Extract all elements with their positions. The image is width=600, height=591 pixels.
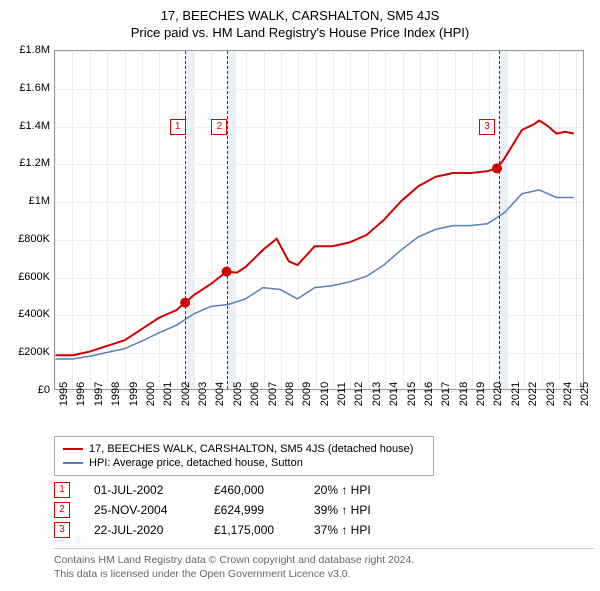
x-tick-label: 2007 (267, 382, 279, 406)
x-tick-label: 1998 (110, 382, 122, 406)
x-tick-label: 2010 (319, 382, 331, 406)
x-tick-label: 2023 (545, 382, 557, 406)
x-tick-label: 2002 (180, 382, 192, 406)
y-tick-label: £600K (6, 271, 50, 283)
x-tick-label: 2013 (371, 382, 383, 406)
footer-line: This data is licensed under the Open Gov… (54, 567, 594, 581)
x-tick-label: 1995 (58, 382, 70, 406)
x-tick-label: 1999 (128, 382, 140, 406)
x-tick-label: 2018 (458, 382, 470, 406)
x-tick-label: 2006 (249, 382, 261, 406)
chart-title: 17, BEECHES WALK, CARSHALTON, SM5 4JS (6, 8, 594, 23)
legend-swatch (63, 462, 83, 464)
legend: 17, BEECHES WALK, CARSHALTON, SM5 4JS (d… (54, 436, 434, 476)
event-date: 01-JUL-2002 (94, 483, 214, 497)
x-tick-label: 2008 (284, 382, 296, 406)
legend-label: HPI: Average price, detached house, Sutt… (89, 457, 303, 469)
legend-swatch (63, 448, 83, 450)
event-price: £624,999 (214, 503, 314, 517)
event-badge: 2 (211, 119, 227, 135)
x-tick-label: 2005 (232, 382, 244, 406)
event-date: 22-JUL-2020 (94, 523, 214, 537)
x-tick-label: 2017 (440, 382, 452, 406)
y-tick-label: £400K (6, 308, 50, 320)
x-tick-label: 2020 (492, 382, 504, 406)
y-tick-label: £1M (6, 195, 50, 207)
x-tick-label: 2019 (475, 382, 487, 406)
legend-item: 17, BEECHES WALK, CARSHALTON, SM5 4JS (d… (63, 443, 425, 455)
event-row: 3 22-JUL-2020£1,175,00037% ↑ HPI (54, 522, 594, 538)
x-tick-label: 2012 (353, 382, 365, 406)
x-tick-label: 2021 (510, 382, 522, 406)
x-tick-label: 2009 (301, 382, 313, 406)
x-tick-label: 2015 (406, 382, 418, 406)
x-tick-label: 2003 (197, 382, 209, 406)
x-tick-label: 2022 (527, 382, 539, 406)
legend-item: HPI: Average price, detached house, Sutt… (63, 457, 425, 469)
plot-area: 1 2 3 (54, 50, 584, 390)
event-badge: 1 (170, 119, 186, 135)
x-tick-label: 1996 (75, 382, 87, 406)
footer-line: Contains HM Land Registry data © Crown c… (54, 553, 594, 567)
event-price: £1,175,000 (214, 523, 314, 537)
x-tick-label: 2001 (162, 382, 174, 406)
legend-label: 17, BEECHES WALK, CARSHALTON, SM5 4JS (d… (89, 443, 413, 455)
y-tick-label: £0 (6, 384, 50, 396)
footer: Contains HM Land Registry data © Crown c… (54, 548, 594, 581)
event-badge: 1 (54, 482, 70, 498)
event-date: 25-NOV-2004 (94, 503, 214, 517)
event-row: 1 01-JUL-2002£460,00020% ↑ HPI (54, 482, 594, 498)
x-tick-label: 2000 (145, 382, 157, 406)
event-delta: 37% ↑ HPI (314, 523, 414, 537)
y-tick-label: £1.6M (6, 82, 50, 94)
event-delta: 39% ↑ HPI (314, 503, 414, 517)
event-price: £460,000 (214, 483, 314, 497)
chart-area: £0 £200K £400K £600K £800K £1M £1.2M £1.4M £1.6M… (6, 50, 594, 430)
events-table: 1 01-JUL-2002£460,00020% ↑ HPI 2 25-NOV-200… (6, 482, 594, 538)
x-tick-label: 2025 (579, 382, 591, 406)
x-tick-label: 2014 (388, 382, 400, 406)
y-tick-label: £1.4M (6, 120, 50, 132)
y-tick-label: £1.8M (6, 44, 50, 56)
event-badge: 2 (54, 502, 70, 518)
x-tick-label: 2011 (336, 382, 348, 406)
y-tick-label: £200K (6, 346, 50, 358)
y-tick-label: £800K (6, 233, 50, 245)
chart-svg (55, 51, 583, 389)
event-badge: 3 (479, 119, 495, 135)
y-tick-label: £1.2M (6, 157, 50, 169)
event-delta: 20% ↑ HPI (314, 483, 414, 497)
event-row: 2 25-NOV-2004£624,99939% ↑ HPI (54, 502, 594, 518)
event-badge: 3 (54, 522, 70, 538)
x-tick-label: 2004 (214, 382, 226, 406)
chart-subtitle: Price paid vs. HM Land Registry's House … (6, 25, 594, 40)
x-tick-label: 2024 (562, 382, 574, 406)
x-tick-label: 1997 (93, 382, 105, 406)
x-tick-label: 2016 (423, 382, 435, 406)
